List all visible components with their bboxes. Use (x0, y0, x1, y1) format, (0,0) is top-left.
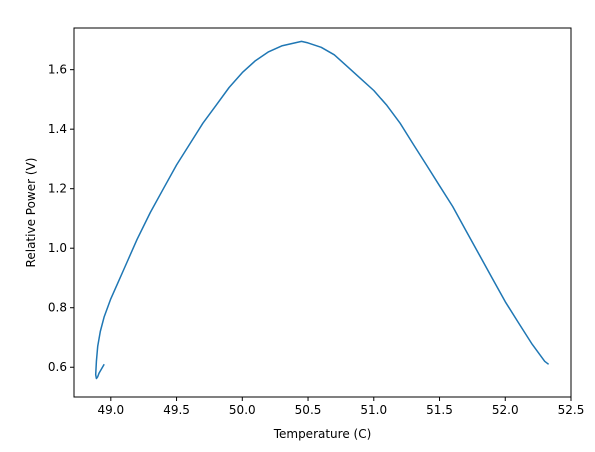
y-tick-label: 1.0 (48, 241, 67, 255)
y-tick-label: 1.2 (48, 182, 67, 196)
x-tick-label: 50.0 (229, 403, 256, 417)
plot-frame (73, 27, 572, 398)
x-tick-label: 52.5 (558, 403, 585, 417)
x-tick-label: 51.0 (360, 403, 387, 417)
y-tick-label: 1.6 (48, 63, 67, 77)
x-axis-label: Temperature (C) (273, 427, 372, 441)
y-tick-label: 0.8 (48, 301, 67, 315)
y-tick-label: 0.6 (48, 360, 67, 374)
x-axis-ticks: 49.0 49.5 50.0 50.5 51.0 51.5 52.0 52.5 (97, 397, 584, 417)
x-tick-label: 50.5 (295, 403, 322, 417)
x-tick-label: 52.0 (492, 403, 519, 417)
y-axis-ticks: 0.6 0.8 1.0 1.2 1.4 1.6 (48, 63, 74, 374)
y-axis-label: Relative Power (V) (24, 158, 38, 268)
series-line (94, 40, 550, 380)
x-tick-label: 51.5 (426, 403, 453, 417)
x-tick-label: 49.0 (97, 403, 124, 417)
x-tick-label: 49.5 (163, 403, 190, 417)
y-tick-label: 1.4 (48, 122, 67, 136)
